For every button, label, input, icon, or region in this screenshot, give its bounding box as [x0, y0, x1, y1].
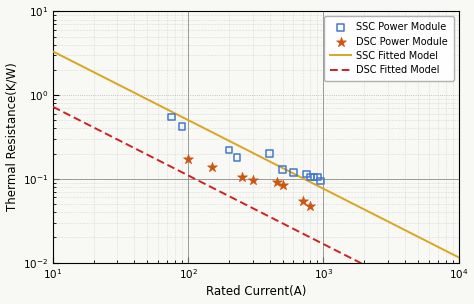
DSC Power Module [208, 164, 216, 169]
SSC Power Module [178, 124, 186, 129]
SSC Fitted Model [383, 218, 388, 222]
DSC Fitted Model [383, 274, 388, 278]
Legend: SSC Power Module, DSC Power Module, SSC Fitted Model, DSC Fitted Model: SSC Power Module, DSC Power Module, SSC … [324, 16, 454, 81]
SSC Power Module [313, 175, 321, 180]
DSC Power Module [307, 203, 314, 208]
SSC Power Module [307, 175, 314, 180]
Line: DSC Fitted Model: DSC Fitted Model [53, 107, 459, 304]
DSC Power Module [279, 182, 286, 187]
SSC Power Module [303, 171, 310, 176]
SSC Fitted Model [456, 256, 462, 259]
DSC Fitted Model [245, 204, 251, 208]
SSC Fitted Model [243, 147, 248, 151]
SSC Power Module [317, 178, 324, 183]
DSC Fitted Model [50, 105, 56, 109]
SSC Power Module [266, 151, 273, 156]
SSC Power Module [310, 175, 318, 180]
SSC Power Module [167, 115, 175, 119]
Y-axis label: Thermal Resistance(K/W): Thermal Resistance(K/W) [6, 63, 18, 211]
SSC Power Module [225, 148, 233, 153]
SSC Power Module [279, 167, 286, 172]
DSC Fitted Model [270, 216, 275, 220]
SSC Power Module [233, 155, 241, 160]
SSC Fitted Model [292, 172, 297, 176]
SSC Fitted Model [270, 161, 275, 165]
SSC Fitted Model [446, 250, 452, 254]
DSC Power Module [273, 179, 280, 184]
DSC Fitted Model [243, 203, 248, 206]
SSC Fitted Model [50, 50, 56, 53]
DSC Power Module [249, 178, 256, 182]
DSC Fitted Model [292, 228, 297, 231]
X-axis label: Rated Current(A): Rated Current(A) [206, 285, 306, 299]
DSC Power Module [238, 175, 246, 180]
SSC Fitted Model [245, 149, 251, 152]
DSC Power Module [184, 156, 192, 161]
DSC Power Module [299, 198, 306, 203]
SSC Power Module [290, 170, 297, 175]
Line: SSC Fitted Model: SSC Fitted Model [53, 51, 459, 257]
